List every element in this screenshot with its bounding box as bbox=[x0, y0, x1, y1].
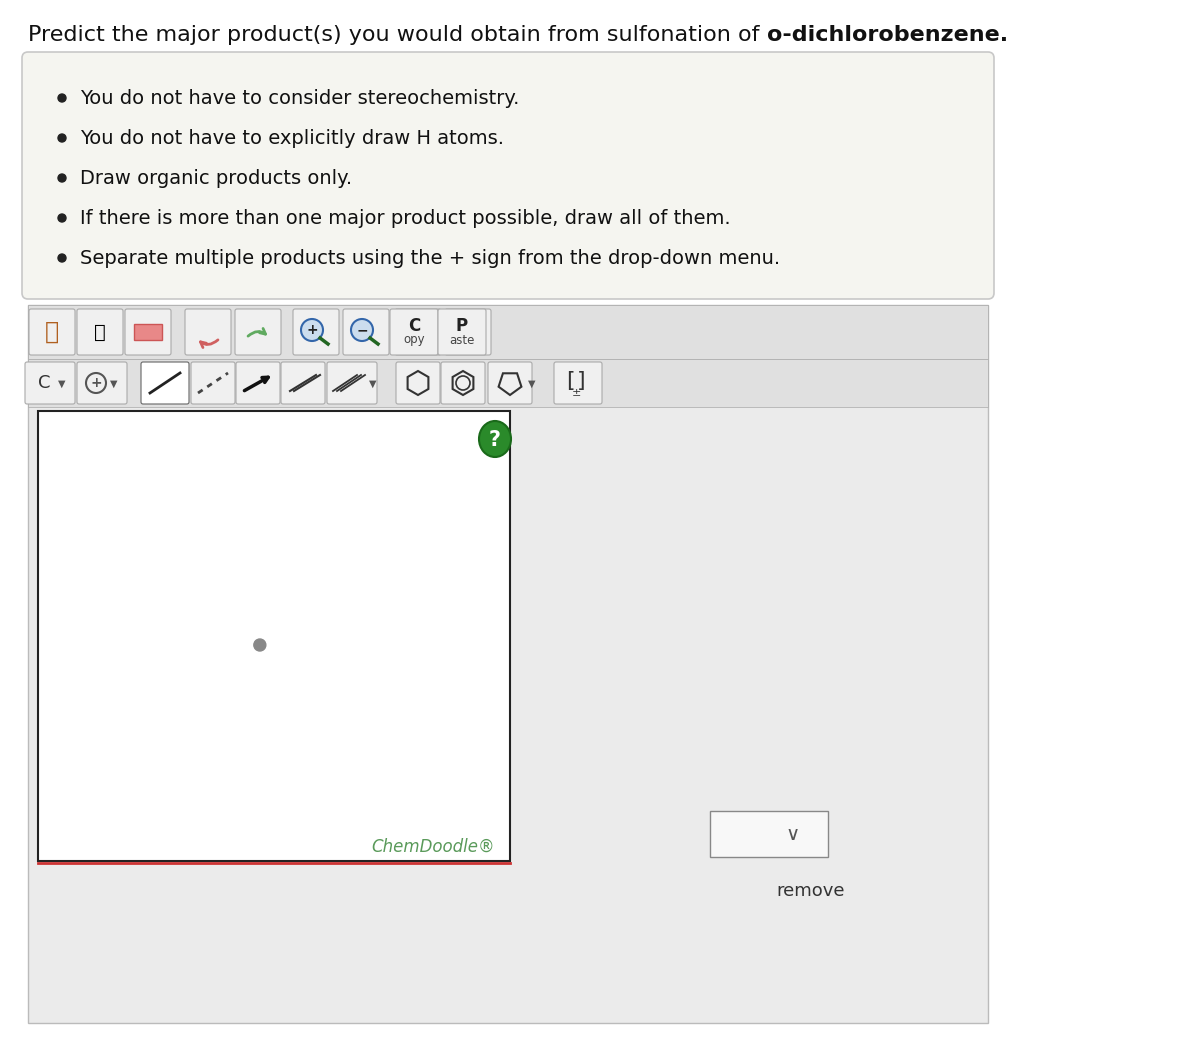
Text: −: − bbox=[356, 324, 368, 337]
Text: ±: ± bbox=[571, 388, 581, 398]
Text: [: [ bbox=[565, 371, 575, 391]
Text: ▼: ▼ bbox=[59, 379, 66, 389]
FancyBboxPatch shape bbox=[293, 309, 340, 355]
FancyBboxPatch shape bbox=[25, 362, 74, 404]
Text: ]: ] bbox=[577, 371, 586, 391]
FancyBboxPatch shape bbox=[38, 411, 510, 861]
Text: If there is more than one major product possible, draw all of them.: If there is more than one major product … bbox=[80, 208, 731, 227]
Circle shape bbox=[58, 94, 66, 102]
Text: ∨: ∨ bbox=[786, 824, 799, 844]
FancyBboxPatch shape bbox=[343, 309, 389, 355]
FancyBboxPatch shape bbox=[326, 362, 377, 404]
Text: remove: remove bbox=[776, 882, 845, 900]
Circle shape bbox=[301, 319, 323, 341]
Ellipse shape bbox=[479, 421, 511, 456]
Text: ChemDoodle®: ChemDoodle® bbox=[371, 838, 496, 856]
Circle shape bbox=[58, 174, 66, 182]
FancyBboxPatch shape bbox=[710, 811, 828, 857]
Circle shape bbox=[58, 134, 66, 142]
FancyBboxPatch shape bbox=[390, 309, 438, 355]
FancyBboxPatch shape bbox=[488, 362, 532, 404]
FancyBboxPatch shape bbox=[134, 324, 162, 340]
Text: o-dichlorobenzene.: o-dichlorobenzene. bbox=[767, 25, 1008, 45]
Text: C: C bbox=[408, 317, 420, 335]
FancyBboxPatch shape bbox=[77, 309, 124, 355]
FancyBboxPatch shape bbox=[185, 309, 230, 355]
FancyBboxPatch shape bbox=[236, 362, 280, 404]
FancyBboxPatch shape bbox=[28, 359, 988, 407]
Circle shape bbox=[352, 319, 373, 341]
Text: +: + bbox=[306, 324, 318, 337]
FancyBboxPatch shape bbox=[142, 362, 190, 404]
Text: aste: aste bbox=[449, 334, 475, 347]
Circle shape bbox=[254, 639, 266, 651]
Text: Predict the major product(s) you would obtain from sulfonation of: Predict the major product(s) you would o… bbox=[28, 25, 767, 45]
Text: +: + bbox=[90, 376, 102, 389]
FancyBboxPatch shape bbox=[445, 309, 491, 355]
FancyBboxPatch shape bbox=[29, 309, 74, 355]
Text: Draw organic products only.: Draw organic products only. bbox=[80, 169, 352, 187]
Text: ▼: ▼ bbox=[110, 379, 118, 389]
Text: ▼: ▼ bbox=[370, 379, 377, 389]
Text: ▼: ▼ bbox=[528, 379, 535, 389]
FancyBboxPatch shape bbox=[28, 305, 988, 1023]
FancyBboxPatch shape bbox=[77, 362, 127, 404]
Text: ?: ? bbox=[490, 430, 502, 450]
Text: Separate multiple products using the + sign from the drop-down menu.: Separate multiple products using the + s… bbox=[80, 248, 780, 267]
Text: You do not have to explicitly draw H atoms.: You do not have to explicitly draw H ato… bbox=[80, 129, 504, 148]
FancyBboxPatch shape bbox=[396, 362, 440, 404]
Text: P: P bbox=[456, 317, 468, 335]
FancyBboxPatch shape bbox=[281, 362, 325, 404]
Circle shape bbox=[58, 254, 66, 262]
Text: opy: opy bbox=[403, 334, 425, 347]
FancyBboxPatch shape bbox=[191, 362, 235, 404]
FancyBboxPatch shape bbox=[22, 52, 994, 299]
Text: You do not have to consider stereochemistry.: You do not have to consider stereochemis… bbox=[80, 89, 520, 108]
FancyBboxPatch shape bbox=[235, 309, 281, 355]
FancyBboxPatch shape bbox=[28, 305, 988, 359]
FancyBboxPatch shape bbox=[125, 309, 172, 355]
Text: 🧪: 🧪 bbox=[94, 322, 106, 341]
FancyBboxPatch shape bbox=[395, 309, 442, 355]
Text: C: C bbox=[37, 374, 50, 392]
FancyBboxPatch shape bbox=[442, 362, 485, 404]
FancyBboxPatch shape bbox=[554, 362, 602, 404]
Circle shape bbox=[58, 214, 66, 222]
Text: ✋: ✋ bbox=[44, 320, 59, 344]
FancyBboxPatch shape bbox=[438, 309, 486, 355]
